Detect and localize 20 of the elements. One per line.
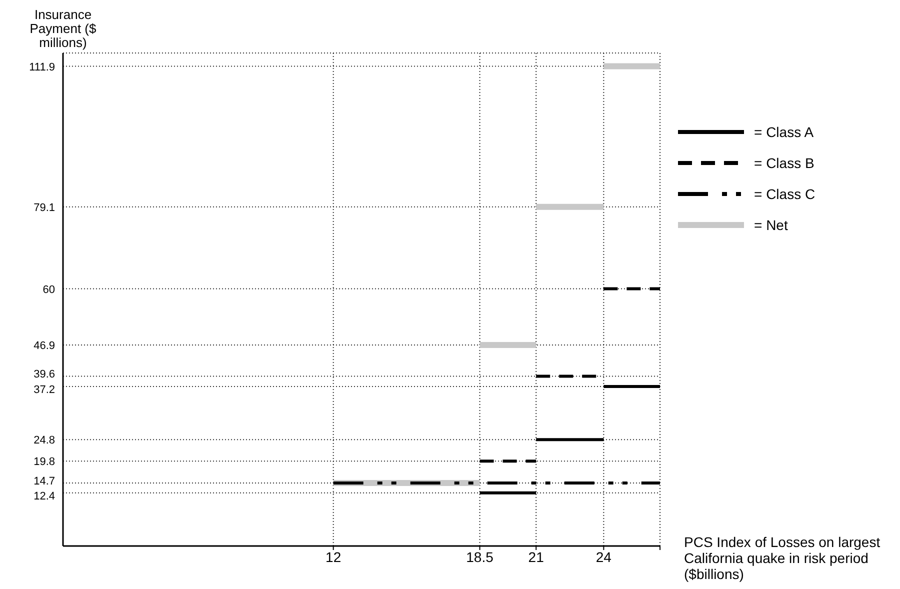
y-tick-label: 12.4 bbox=[34, 490, 55, 502]
y-tick-label: 60 bbox=[42, 284, 55, 296]
x-tick-label: 24 bbox=[596, 548, 612, 565]
x-tick-label: 12 bbox=[326, 548, 342, 565]
y-axis-title: Insurance Payment ($ millions) bbox=[28, 7, 98, 50]
y-tick-label: 39.6 bbox=[34, 368, 55, 381]
legend-label: = Net bbox=[754, 216, 788, 232]
legend-label: = Class B bbox=[754, 154, 814, 170]
y-tick-label: 24.8 bbox=[34, 434, 55, 447]
y-tick-label: 14.7 bbox=[34, 475, 55, 488]
y-tick-label: 37.2 bbox=[34, 384, 55, 396]
legend-label: = Class A bbox=[754, 124, 814, 140]
x-tick-label: 18.5 bbox=[466, 548, 494, 565]
y-tick-label: 79.1 bbox=[34, 202, 55, 214]
y-tick-label: 19.8 bbox=[34, 456, 55, 468]
y-tick-label: 46.9 bbox=[34, 340, 55, 352]
x-tick-label: 21 bbox=[528, 548, 544, 565]
x-axis-title: PCS Index of Losses on largest California quake in risk period ($billions) bbox=[684, 534, 882, 582]
legend-label: = Class C bbox=[754, 186, 816, 202]
y-tick-label: 111.9 bbox=[29, 61, 55, 74]
